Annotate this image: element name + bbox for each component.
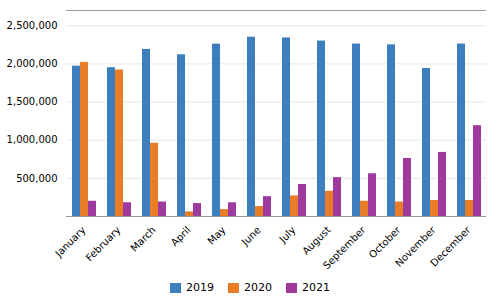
html-text:2019: 2019	[186, 281, 214, 294]
svg-text:September: September	[321, 224, 368, 271]
svg-text:November: November	[393, 224, 438, 269]
svg-text:June: June	[239, 224, 263, 248]
svg-text:1,500,000: 1,500,000	[7, 96, 58, 107]
svg-text:1,000,000: 1,000,000	[7, 134, 58, 145]
svg-text:August: August	[300, 224, 333, 257]
svg-text:2,000,000: 2,000,000	[7, 58, 58, 69]
svg-text:December: December	[428, 224, 473, 269]
svg-text:February: February	[84, 224, 123, 263]
svg-text:October: October	[367, 224, 404, 261]
svg-text:April: April	[169, 224, 193, 248]
svg-text:500,000: 500,000	[16, 173, 57, 184]
svg-text:March: March	[128, 224, 157, 253]
svg-text:January: January	[52, 224, 87, 259]
html-text:2020: 2020	[244, 281, 272, 294]
svg-text:2,500,000: 2,500,000	[7, 20, 58, 31]
html-text:2021: 2021	[302, 281, 330, 294]
svg-text:July: July	[276, 224, 297, 245]
svg-text:May: May	[205, 224, 227, 246]
